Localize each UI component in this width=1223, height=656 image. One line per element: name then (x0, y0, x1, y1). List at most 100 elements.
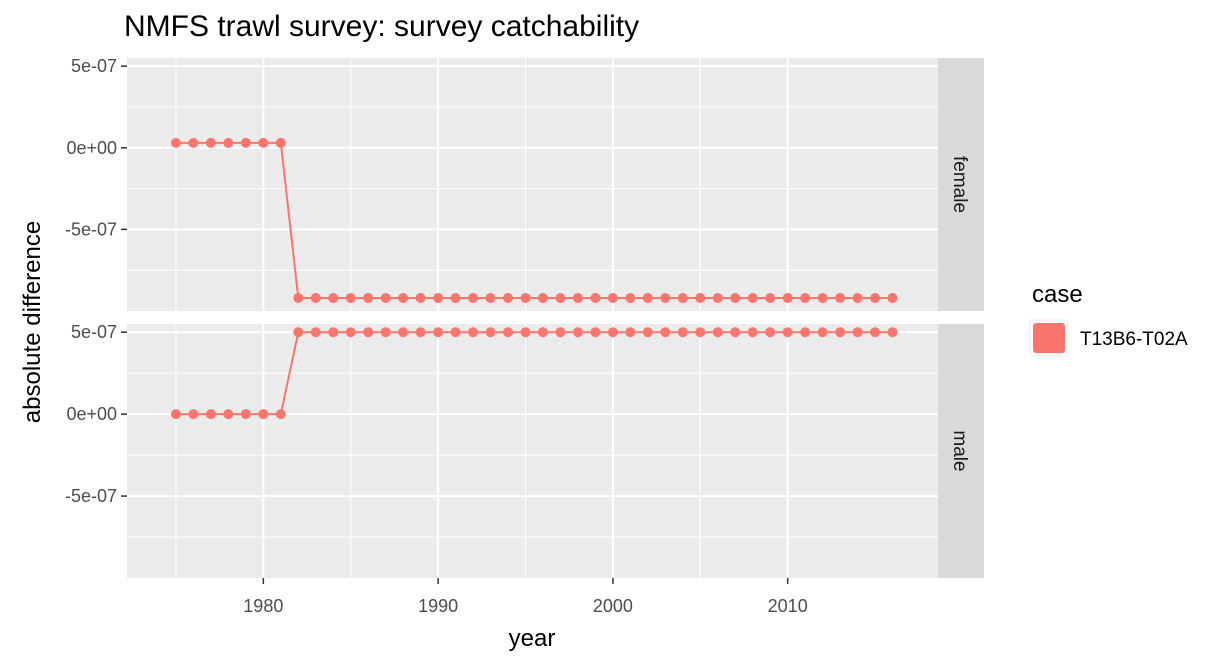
data-point (468, 327, 479, 338)
data-point (852, 292, 863, 303)
strip-background (938, 324, 984, 578)
data-point (642, 292, 653, 303)
x-axis-title: year (509, 625, 556, 652)
data-point (537, 327, 548, 338)
data-point (188, 137, 199, 148)
panel-background (127, 58, 938, 311)
data-point (870, 292, 881, 303)
data-point (660, 327, 671, 338)
data-point (205, 409, 216, 420)
panel-female: 5e-07 0e+00 -5e-07 female (65, 56, 984, 311)
data-point (450, 327, 461, 338)
data-point (555, 292, 566, 303)
strip-background (938, 58, 984, 311)
data-point (258, 137, 269, 148)
data-point (485, 327, 496, 338)
data-point (275, 137, 286, 148)
data-point (660, 292, 671, 303)
data-point (503, 327, 514, 338)
data-point (433, 327, 444, 338)
x-tick-label: 2010 (768, 596, 808, 616)
data-point (800, 292, 811, 303)
data-point (677, 292, 688, 303)
data-point (363, 292, 374, 303)
data-point (835, 292, 846, 303)
data-point (363, 327, 374, 338)
legend: case T13B6-T02A (1029, 281, 1188, 357)
data-point (258, 409, 269, 420)
data-point (345, 327, 356, 338)
data-point (223, 137, 234, 148)
data-point (747, 327, 758, 338)
data-point (380, 292, 391, 303)
chart-title: NMFS trawl survey: survey catchability (124, 10, 639, 43)
data-point (730, 292, 741, 303)
data-point (293, 292, 304, 303)
data-point (555, 327, 566, 338)
data-point (572, 327, 583, 338)
data-point (730, 327, 741, 338)
legend-swatch-t13b6-t02a (1033, 323, 1065, 353)
x-axis: 1980 1990 2000 2010 (243, 578, 808, 616)
data-point (712, 292, 723, 303)
data-point (887, 292, 898, 303)
y-tick-label: 5e-07 (71, 56, 117, 76)
data-point (572, 292, 583, 303)
data-point (520, 292, 531, 303)
y-axis-title: absolute difference (19, 221, 46, 423)
panel-background (127, 324, 938, 578)
data-point (747, 292, 758, 303)
data-point (695, 292, 706, 303)
data-point (800, 327, 811, 338)
data-point (170, 409, 181, 420)
x-tick-label: 1990 (418, 596, 458, 616)
x-tick-label: 1980 (243, 596, 283, 616)
data-point (328, 327, 339, 338)
data-point (695, 327, 706, 338)
data-point (398, 327, 409, 338)
data-point (625, 327, 636, 338)
data-point (275, 409, 286, 420)
data-point (223, 409, 234, 420)
data-point (293, 327, 304, 338)
y-tick-label: 0e+00 (66, 138, 117, 158)
data-point (240, 137, 251, 148)
panel-male: 5e-07 0e+00 -5e-07 male (65, 322, 984, 578)
data-point (398, 292, 409, 303)
data-point (415, 292, 426, 303)
data-point (450, 292, 461, 303)
data-point (503, 292, 514, 303)
data-point (205, 137, 216, 148)
data-point (642, 327, 653, 338)
data-point (415, 327, 426, 338)
data-point (870, 327, 881, 338)
legend-label-t13b6-t02a: T13B6-T02A (1080, 329, 1188, 350)
data-point (625, 292, 636, 303)
y-tick-label: -5e-07 (65, 486, 117, 506)
data-point (468, 292, 479, 303)
data-point (712, 327, 723, 338)
data-point (520, 327, 531, 338)
data-point (817, 292, 828, 303)
data-point (590, 292, 601, 303)
data-point (310, 327, 321, 338)
data-point (433, 292, 444, 303)
data-point (817, 327, 828, 338)
panels-group: 5e-07 0e+00 -5e-07 female 5e-07 0e+00 -5e-07 ma… (65, 56, 984, 578)
y-tick-label: 0e+00 (66, 404, 117, 424)
data-point (188, 409, 199, 420)
data-point (887, 327, 898, 338)
x-tick-label: 2000 (593, 596, 633, 616)
data-point (765, 292, 776, 303)
data-point (310, 292, 321, 303)
data-point (170, 137, 181, 148)
data-point (677, 327, 688, 338)
data-point (537, 292, 548, 303)
data-point (345, 292, 356, 303)
data-point (782, 292, 793, 303)
legend-title: case (1032, 281, 1083, 308)
data-point (835, 327, 846, 338)
y-tick-label: 5e-07 (71, 322, 117, 342)
data-point (782, 327, 793, 338)
